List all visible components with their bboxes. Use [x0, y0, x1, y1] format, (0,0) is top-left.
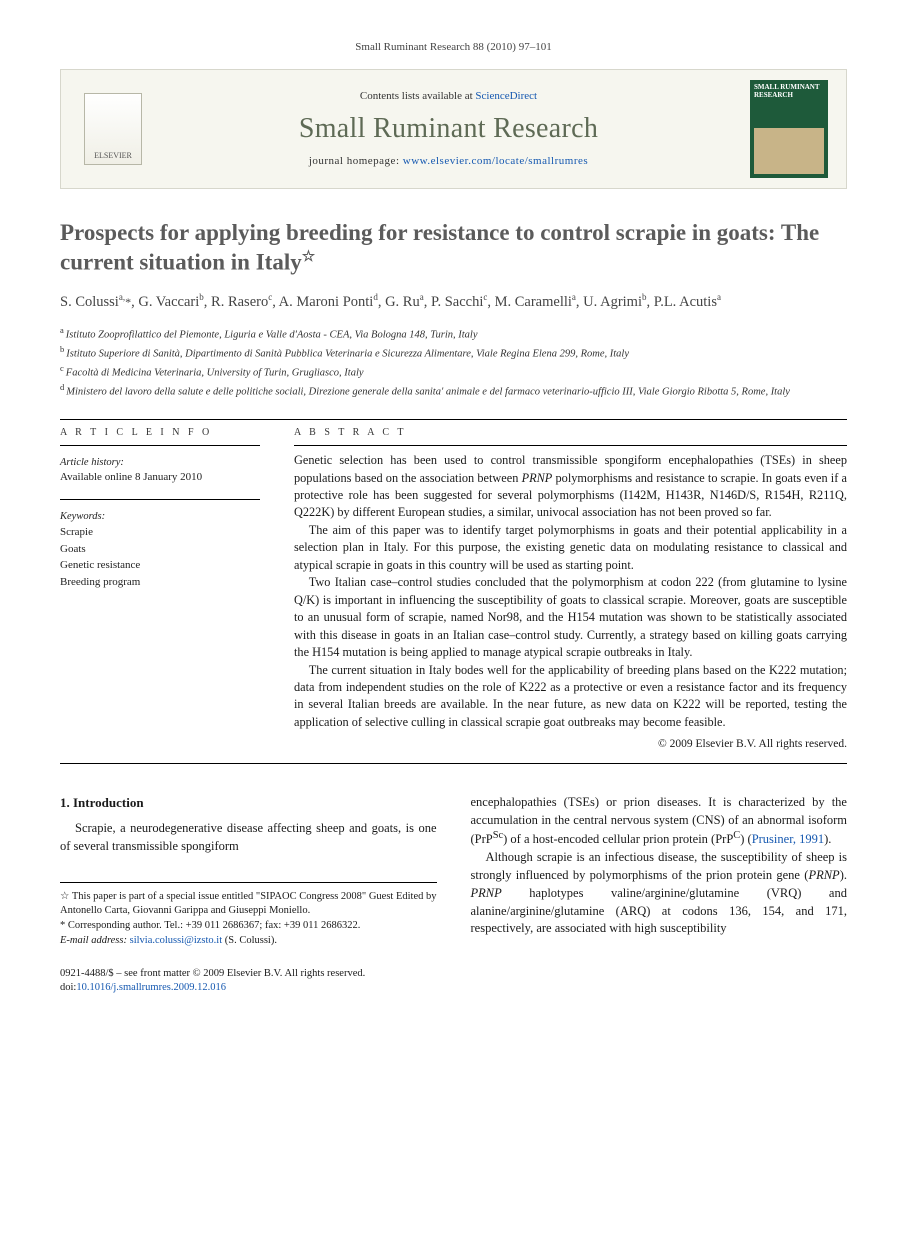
doi-prefix: doi:	[60, 982, 76, 993]
email-line: E-mail address: silvia.colussi@izsto.it …	[60, 934, 437, 949]
keyword-item: Goats	[60, 541, 260, 558]
body-paragraph: encephalopathies (TSEs) or prion disease…	[471, 794, 848, 849]
cover-thumbnail-box: SMALL RUMINANT RESEARCH	[744, 80, 834, 178]
body-paragraph: Although scrapie is an infectious diseas…	[471, 849, 848, 938]
contents-prefix: Contents lists available at	[360, 90, 475, 102]
keywords-label: Keywords:	[60, 510, 260, 524]
abstract-column: A B S T R A C T Genetic selection has be…	[294, 426, 847, 753]
elsevier-logo: ELSEVIER	[84, 93, 142, 165]
author-list: S. Colussia,*, G. Vaccarib, R. Raseroc, …	[60, 291, 847, 314]
body-paragraph: Scrapie, a neurodegenerative disease aff…	[60, 820, 437, 856]
cover-title: SMALL RUMINANT RESEARCH	[754, 84, 824, 99]
keyword-item: Scrapie	[60, 524, 260, 541]
heading-number: 1.	[60, 795, 70, 810]
corr-tel: Tel.: +39 011 2686367; fax: +39 011 2686…	[164, 920, 360, 931]
section-heading-1: 1. Introduction	[60, 794, 437, 812]
article-history-text: Available online 8 January 2010	[60, 470, 260, 485]
abstract-copyright: © 2009 Elsevier B.V. All rights reserved…	[294, 737, 847, 753]
journal-banner: ELSEVIER Contents lists available at Sci…	[60, 69, 847, 189]
section-rule-top	[60, 419, 847, 420]
email-label: E-mail address:	[60, 935, 127, 946]
cover-image-placeholder	[754, 128, 824, 174]
affiliation-item: aIstituto Zooprofilattico del Piemonte, …	[60, 324, 847, 343]
abstract-paragraph: Genetic selection has been used to contr…	[294, 452, 847, 522]
title-footnote: ☆ This paper is part of a special issue …	[60, 889, 437, 919]
journal-homepage-line: journal homepage: www.elsevier.com/locat…	[153, 154, 744, 169]
affiliation-item: cFacoltà di Medicina Veterinaria, Univer…	[60, 362, 847, 381]
running-head: Small Ruminant Research 88 (2010) 97–101	[60, 40, 847, 55]
footer-block: 0921-4488/$ – see front matter © 2009 El…	[60, 967, 437, 996]
heading-text: Introduction	[73, 795, 144, 810]
title-footnote-text: This paper is part of a special issue en…	[60, 891, 437, 917]
journal-homepage-link[interactable]: www.elsevier.com/locate/smallrumres	[403, 155, 588, 167]
article-title: Prospects for applying breeding for resi…	[60, 219, 847, 277]
abstract-rule	[294, 445, 847, 446]
keyword-item: Breeding program	[60, 574, 260, 591]
sciencedirect-link[interactable]: ScienceDirect	[475, 90, 537, 102]
article-history-label: Article history:	[60, 456, 260, 470]
corresponding-email-link[interactable]: silvia.colussi@izsto.it	[130, 935, 223, 946]
affiliation-list: aIstituto Zooprofilattico del Piemonte, …	[60, 324, 847, 401]
article-info-column: A R T I C L E I N F O Article history: A…	[60, 426, 260, 753]
issn-copyright-line: 0921-4488/$ – see front matter © 2009 El…	[60, 967, 437, 982]
homepage-prefix: journal homepage:	[309, 155, 403, 167]
publisher-logo-box: ELSEVIER	[73, 80, 153, 178]
body-column-left: 1. Introduction Scrapie, a neurodegenera…	[60, 794, 437, 996]
info-rule	[60, 445, 260, 446]
affiliation-item: dMinistero del lavoro della salute e del…	[60, 381, 847, 400]
star-icon: ☆	[60, 890, 69, 902]
section-rule-bottom	[60, 763, 847, 764]
affiliation-item: bIstituto Superiore di Sanità, Dipartime…	[60, 343, 847, 362]
body-column-right: encephalopathies (TSEs) or prion disease…	[471, 794, 848, 996]
abstract-paragraph: Two Italian case–control studies conclud…	[294, 574, 847, 661]
doi-link[interactable]: 10.1016/j.smallrumres.2009.12.016	[76, 982, 226, 993]
keywords-list: ScrapieGoatsGenetic resistanceBreeding p…	[60, 524, 260, 590]
journal-cover-thumbnail: SMALL RUMINANT RESEARCH	[750, 80, 828, 178]
info-rule-2	[60, 499, 260, 500]
article-title-text: Prospects for applying breeding for resi…	[60, 220, 819, 274]
citation-link[interactable]: Prusiner, 1991	[752, 833, 824, 847]
abstract-paragraph: The aim of this paper was to identify ta…	[294, 522, 847, 574]
footnotes-block: ☆ This paper is part of a special issue …	[60, 882, 437, 949]
title-footnote-marker: ☆	[302, 248, 315, 265]
journal-name: Small Ruminant Research	[153, 110, 744, 148]
abstract-paragraph: The current situation in Italy bodes wel…	[294, 662, 847, 732]
article-info-label: A R T I C L E I N F O	[60, 426, 260, 440]
abstract-body: Genetic selection has been used to contr…	[294, 452, 847, 731]
doi-line: doi:10.1016/j.smallrumres.2009.12.016	[60, 981, 437, 996]
corresponding-author-note: * Corresponding author. Tel.: +39 011 26…	[60, 919, 437, 934]
asterisk-icon: *	[60, 920, 65, 931]
contents-available-line: Contents lists available at ScienceDirec…	[153, 89, 744, 104]
email-person: (S. Colussi).	[225, 935, 277, 946]
body-two-column: 1. Introduction Scrapie, a neurodegenera…	[60, 794, 847, 996]
keyword-item: Genetic resistance	[60, 557, 260, 574]
corr-label: Corresponding author.	[68, 920, 162, 931]
abstract-label: A B S T R A C T	[294, 426, 847, 440]
